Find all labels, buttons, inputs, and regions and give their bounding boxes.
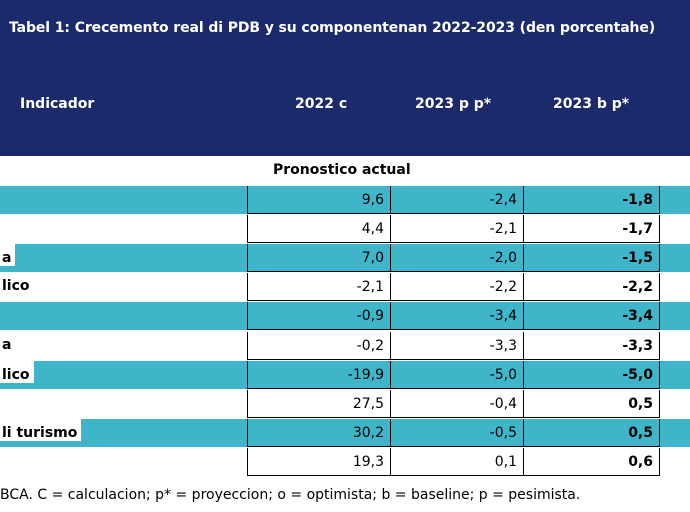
cell-c3: -2,2 <box>523 273 660 301</box>
cell-c1: 9,6 <box>247 186 390 214</box>
cell-c1: -2,1 <box>247 273 390 301</box>
cell-c1: 27,5 <box>247 390 390 418</box>
table-row: a 7,0 -2,0 -1,5 <box>0 244 690 272</box>
cell-c3: -3,3 <box>523 332 660 360</box>
table-row: 9,6 -2,4 -1,8 <box>0 186 690 214</box>
cell-c2: -0,4 <box>390 390 523 418</box>
table-row: 4,4 -2,1 -1,7 <box>0 215 690 243</box>
cell-c1: 19,3 <box>247 448 390 476</box>
table-row: lico -19,9 -5,0 -5,0 <box>0 361 690 389</box>
cell-c1: 4,4 <box>247 215 390 243</box>
column-header-2022: 2022 c <box>295 96 348 112</box>
cell-c3: 0,5 <box>523 419 660 447</box>
cell-c2: -5,0 <box>390 361 523 389</box>
cell-c3: -3,4 <box>523 302 660 330</box>
cell-c3: 0,5 <box>523 390 660 418</box>
table-row: a -0,2 -3,3 -3,3 <box>0 332 690 360</box>
column-header-2023-b: 2023 b p* <box>553 96 630 112</box>
table-title: Tabel 1: Crecemento real di PDB y su com… <box>9 20 656 36</box>
row-label: lico <box>2 278 30 294</box>
row-label: li turismo <box>0 419 82 441</box>
cell-c2: -2,4 <box>390 186 523 214</box>
cell-c2: -2,2 <box>390 273 523 301</box>
row-label: lico <box>0 361 34 383</box>
row-label: a <box>2 337 12 353</box>
cell-c1: -0,9 <box>247 302 390 330</box>
cell-c1: 30,2 <box>247 419 390 447</box>
cell-c2: -3,3 <box>390 332 523 360</box>
cell-c1: -19,9 <box>247 361 390 389</box>
cell-c2: -2,1 <box>390 215 523 243</box>
table-row: lico -2,1 -2,2 -2,2 <box>0 273 690 301</box>
table-header-banner: Tabel 1: Crecemento real di PDB y su com… <box>0 0 690 156</box>
column-header-2023-p: 2023 p p* <box>415 96 492 112</box>
cell-c3: -5,0 <box>523 361 660 389</box>
section-label: Pronostico actual <box>273 162 411 178</box>
cell-c3: -1,7 <box>523 215 660 243</box>
table-row: -0,9 -3,4 -3,4 <box>0 302 690 330</box>
cell-c3: -1,8 <box>523 186 660 214</box>
table-row: 19,3 0,1 0,6 <box>0 448 690 476</box>
table-row: li turismo 30,2 -0,5 0,5 <box>0 419 690 447</box>
table-row: 27,5 -0,4 0,5 <box>0 390 690 418</box>
cell-c2: 0,1 <box>390 448 523 476</box>
cell-c1: -0,2 <box>247 332 390 360</box>
cell-c2: -3,4 <box>390 302 523 330</box>
row-label: a <box>0 244 16 266</box>
cell-c3: -1,5 <box>523 244 660 272</box>
column-header-indicador: Indicador <box>20 96 95 112</box>
cell-c2: -0,5 <box>390 419 523 447</box>
cell-c3: 0,6 <box>523 448 660 476</box>
cell-c2: -2,0 <box>390 244 523 272</box>
table-footnote: BCA. C = calculacion; p* = proyeccion; o… <box>0 487 581 503</box>
cell-c1: 7,0 <box>247 244 390 272</box>
section-heading: Pronostico actual <box>0 157 690 185</box>
